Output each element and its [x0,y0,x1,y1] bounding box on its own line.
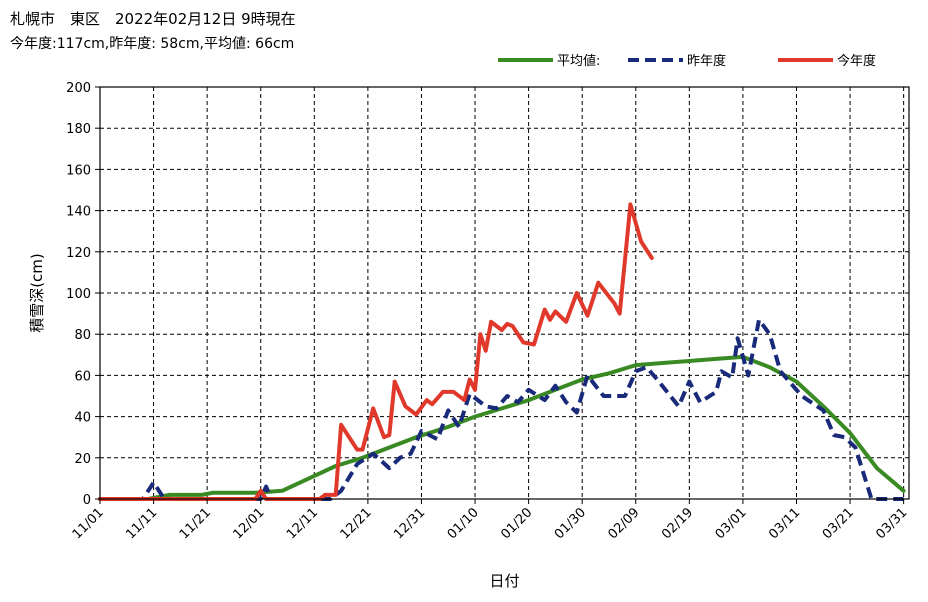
x-axis-ticks: 11/01 11/11 11/21 12/01 12/11 12/21 12/31 01/10… [70,499,910,542]
y-tick-label: 160 [66,163,91,178]
x-tick-label: 03/31 [873,505,910,542]
y-tick-label: 140 [66,205,91,220]
x-tick-label: 11/11 [123,505,160,542]
y-tick-label: 0 [83,493,91,508]
series-lines [98,202,906,501]
y-axis-label: 積雪深(cm) [28,253,46,333]
snow-depth-summary: 今年度:117cm,昨年度: 58cm,平均値: 66cm [10,36,295,52]
x-tick-label: 01/30 [552,505,589,542]
x-tick-label: 12/31 [391,505,428,542]
y-tick-label: 80 [74,328,91,343]
x-tick-label: 12/21 [338,505,375,542]
y-axis-ticks: 0 20 40 60 80 100 120 140 160 180 200 [66,81,100,508]
legend: 平均値: 昨年度 今年度 [498,53,876,69]
x-tick-label: 12/01 [230,505,267,542]
y-tick-label: 40 [74,411,91,426]
legend-this-season-label: 今年度 [837,53,876,69]
x-tick-label: 03/11 [766,505,803,542]
y-tick-label: 200 [66,81,91,96]
y-tick-label: 180 [66,122,91,137]
x-tick-label: 03/21 [820,505,857,542]
x-tick-label: 02/19 [659,505,696,542]
y-tick-label: 20 [74,452,91,467]
x-tick-label: 01/10 [445,505,482,542]
x-axis-label: 日付 [489,572,519,590]
legend-average-label: 平均値: [557,53,600,69]
x-tick-label: 02/09 [605,505,642,542]
y-tick-label: 60 [74,369,91,384]
x-tick-label: 01/20 [498,505,535,542]
average-series-line [98,354,906,501]
chart-title: 札幌市 東区 2022年02月12日 9時現在 [10,10,296,28]
x-tick-label: 11/21 [177,505,214,542]
y-tick-label: 120 [66,246,91,261]
x-tick-label: 12/11 [284,505,321,542]
grid [99,86,909,500]
x-tick-label: 11/01 [70,505,107,542]
last-season-series-line [100,317,904,501]
x-tick-label: 03/01 [713,505,750,542]
legend-last-season-label: 昨年度 [687,53,726,69]
this-season-series-line [98,202,654,501]
y-tick-label: 100 [66,287,91,302]
